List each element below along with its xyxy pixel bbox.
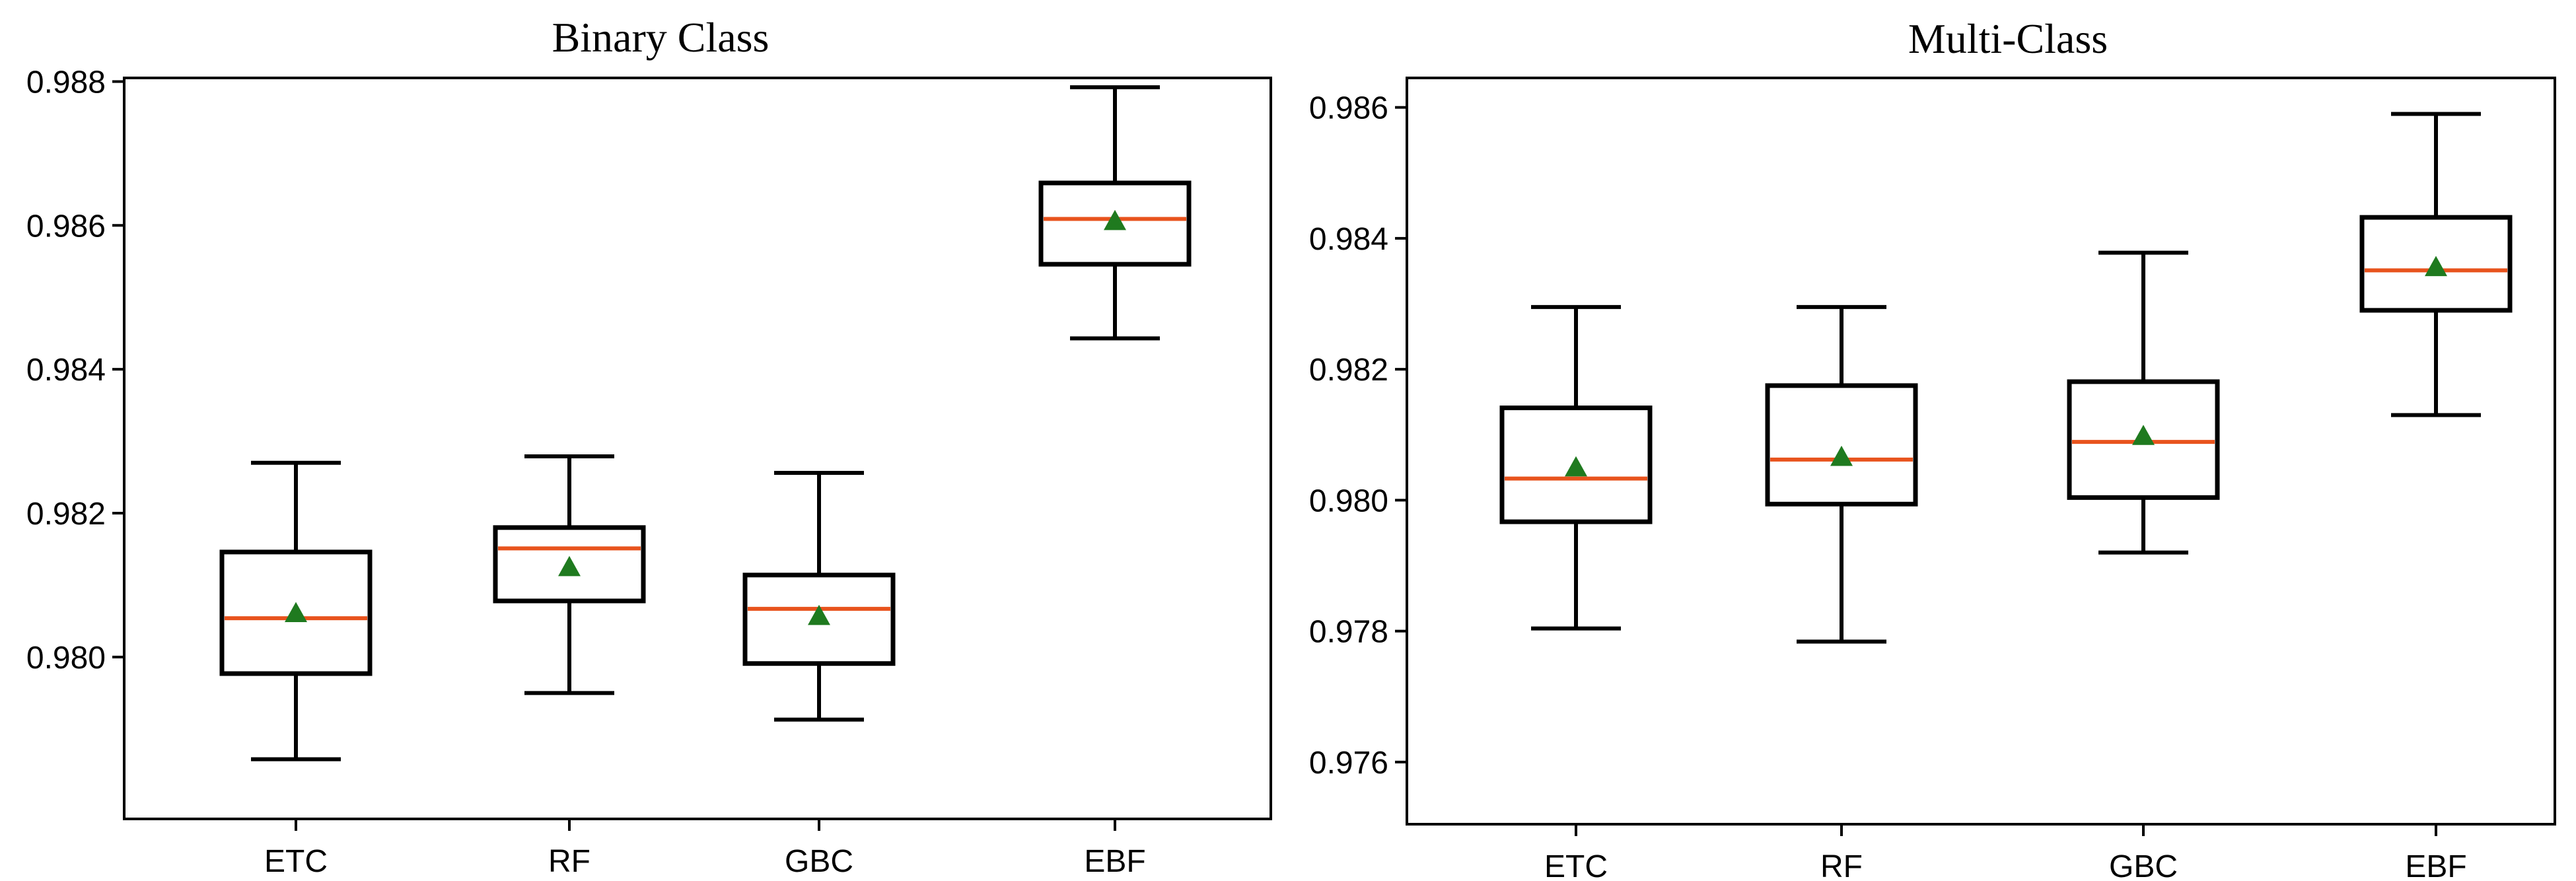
- y-tick-label: 0.988: [26, 65, 106, 100]
- box-ebf: [1038, 85, 1192, 341]
- iqr-box: [2359, 215, 2513, 313]
- mean-marker: [558, 555, 581, 577]
- y-tick-label: 0.982: [1309, 353, 1388, 388]
- mean-marker: [1565, 456, 1587, 477]
- y-tick-label: 0.978: [1309, 615, 1388, 650]
- mean-marker: [285, 602, 307, 623]
- iqr-box: [1038, 180, 1192, 267]
- plot-frame: [1406, 77, 2556, 826]
- binary-class-panel: Binary Class 0.980 0.982 0.984 0.986 0.988 ET…: [26, 14, 1272, 879]
- chart-title: Multi-Class: [1908, 15, 2108, 62]
- y-tick-label: 0.982: [26, 497, 106, 532]
- x-tick-label: RF: [548, 844, 590, 879]
- multi-class-panel: Multi-Class 0.976 0.978 0.980 0.982 0.984 0.9…: [1309, 15, 2556, 881]
- x-tick-label: GBC: [785, 844, 853, 879]
- chart-title: Binary Class: [552, 14, 769, 61]
- x-tick-label: ETC: [264, 844, 328, 879]
- iqr-box: [219, 549, 373, 676]
- iqr-box: [1765, 383, 1918, 507]
- box-etc: [1499, 304, 1653, 631]
- y-tick-label: 0.980: [1309, 483, 1388, 518]
- box-rf: [1765, 304, 1918, 644]
- mean-marker: [2425, 256, 2447, 277]
- mean-marker: [808, 604, 830, 625]
- mean-marker: [1104, 209, 1126, 230]
- y-tick-label: 0.980: [26, 641, 106, 676]
- x-tick-label: EBF: [2405, 849, 2466, 881]
- plot-frame: [123, 77, 1272, 820]
- x-tick-label: RF: [1820, 849, 1863, 881]
- x-tick-label: ETC: [1544, 849, 1608, 881]
- iqr-box: [2067, 379, 2220, 500]
- y-tick-label: 0.976: [1309, 746, 1388, 781]
- y-tick-label: 0.986: [1309, 91, 1388, 126]
- iqr-box: [742, 573, 896, 666]
- box-ebf: [2359, 112, 2513, 417]
- y-tick-label: 0.986: [26, 209, 106, 244]
- y-tick-label: 0.984: [1309, 222, 1388, 257]
- mean-marker: [1830, 445, 1853, 466]
- y-tick-label: 0.984: [26, 353, 106, 388]
- box-rf: [493, 454, 646, 695]
- box-gbc: [2067, 250, 2220, 555]
- box-gbc: [742, 471, 896, 722]
- x-tick-label: EBF: [1084, 844, 1145, 879]
- mean-marker: [2132, 425, 2155, 445]
- box-etc: [219, 460, 373, 761]
- iqr-box: [1499, 405, 1653, 524]
- iqr-box: [493, 525, 646, 604]
- x-tick-label: GBC: [2109, 849, 2178, 881]
